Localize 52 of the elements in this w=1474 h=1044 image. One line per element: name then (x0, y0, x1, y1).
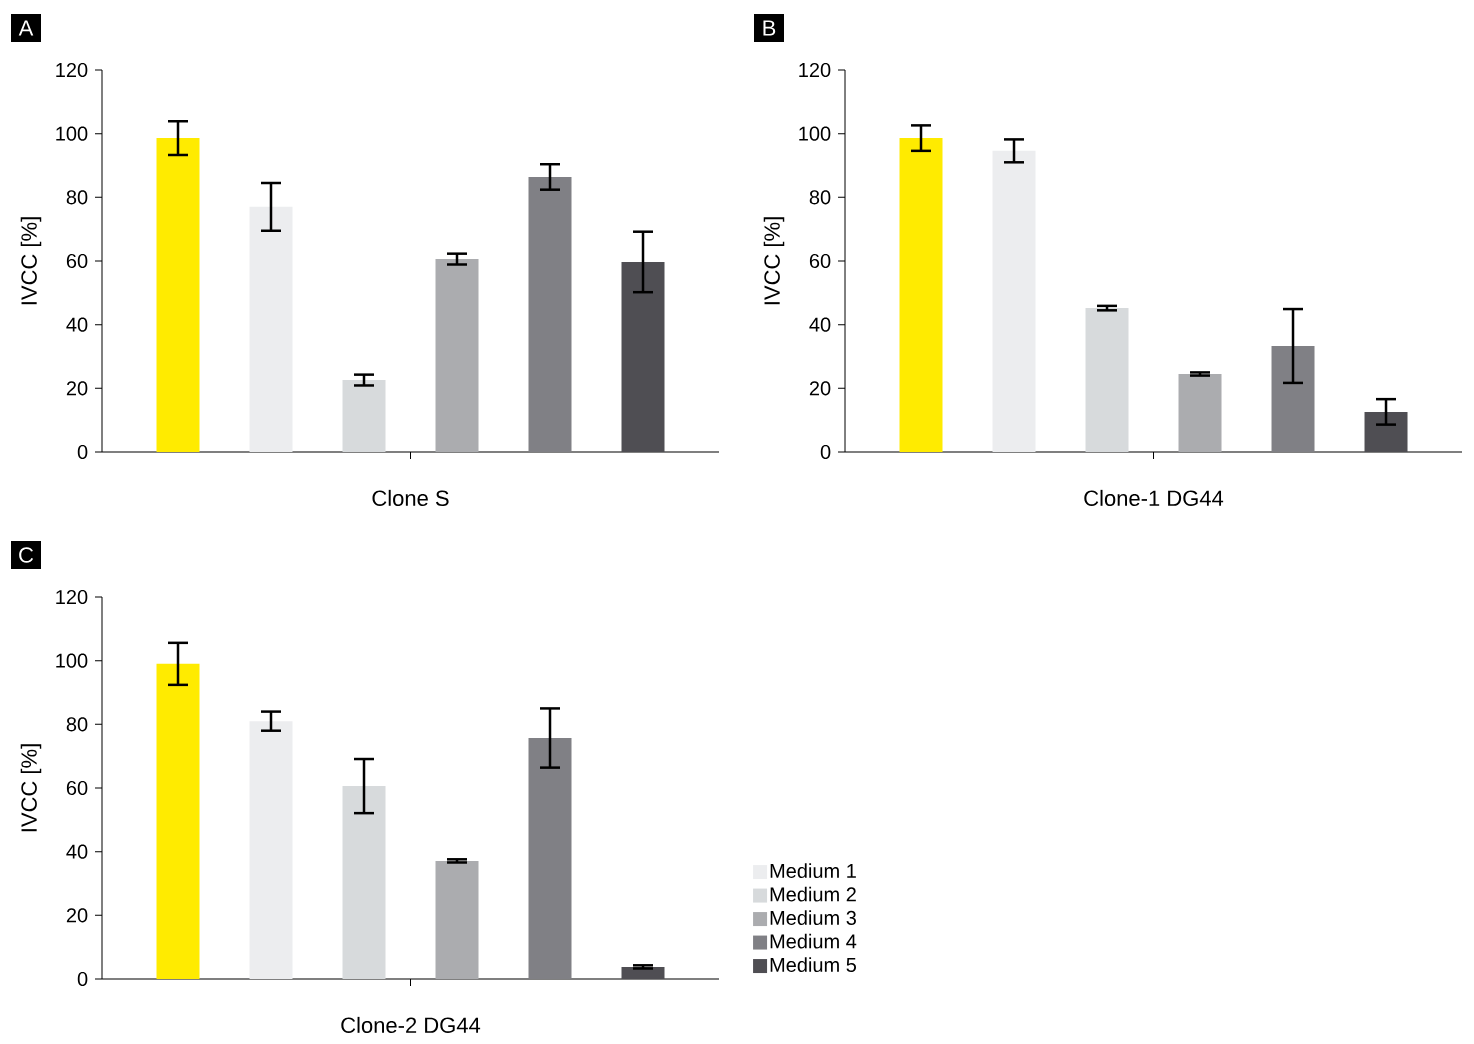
x-tick-label: Clone-2 DG44 (341, 1016, 481, 1034)
legend-label: Medium 4 (770, 933, 857, 949)
y-tick-label: 100 (799, 126, 831, 141)
bar (899, 138, 943, 452)
bar (342, 380, 386, 452)
bar (1178, 374, 1222, 452)
y-axis-title: IVCC [%] (20, 217, 42, 305)
bar (992, 150, 1036, 452)
y-tick-label: 120 (799, 62, 831, 78)
y-tick-label: 40 (809, 317, 831, 332)
y-tick-label: 0 (77, 971, 88, 987)
y-tick-label: 100 (56, 653, 88, 668)
bar (1364, 411, 1408, 452)
y-axis-title: IVCC [%] (20, 744, 42, 832)
legend-label: Medium 5 (770, 957, 857, 972)
text: A (18, 20, 34, 36)
y-tick-label: 80 (809, 190, 831, 205)
y-tick-label: 80 (66, 717, 88, 732)
y-tick-label: 40 (66, 317, 88, 332)
text: B (763, 20, 776, 36)
y-tick-label: 40 (66, 844, 88, 859)
bar (621, 261, 665, 452)
x-tick-label: Clone S (372, 489, 449, 507)
y-tick-label: 20 (66, 381, 88, 396)
bar (435, 860, 479, 979)
y-tick-label: 60 (809, 253, 831, 269)
bar (156, 138, 200, 452)
bar (1271, 345, 1315, 452)
legend-label: Medium 2 (770, 886, 856, 902)
bar (435, 259, 479, 452)
y-tick-label: 80 (66, 190, 88, 205)
y-tick-label: 120 (56, 589, 88, 605)
x-tick-label: Clone-1 DG44 (1084, 489, 1224, 507)
legend-label: Medium 1 (770, 863, 856, 879)
bar (342, 786, 386, 979)
bar (156, 663, 200, 979)
y-tick-label: 100 (56, 126, 88, 141)
bar (1085, 308, 1129, 452)
bar (249, 721, 293, 979)
text: C (19, 547, 34, 563)
y-tick-label: 120 (56, 62, 88, 78)
y-tick-label: 20 (66, 908, 88, 923)
bar (528, 176, 572, 452)
y-tick-label: 0 (77, 444, 88, 460)
y-axis-title: IVCC [%] (763, 217, 785, 305)
y-tick-label: 20 (809, 381, 831, 396)
bar (528, 738, 572, 979)
y-tick-label: 60 (66, 780, 88, 796)
y-tick-label: 0 (820, 444, 831, 460)
legend-label: Medium 3 (770, 910, 856, 925)
y-tick-label: 60 (66, 253, 88, 269)
bar (249, 206, 293, 452)
